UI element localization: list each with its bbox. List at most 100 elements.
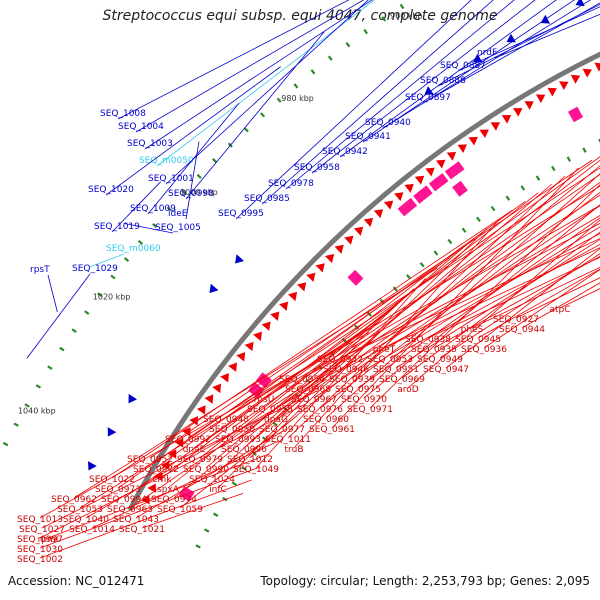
feature-segment	[583, 82, 598, 90]
feature-segment	[531, 111, 546, 120]
scale-tick	[399, 3, 405, 10]
reverse-gene-arrow	[457, 144, 467, 154]
reverse-gene-label: SEQ_1021	[119, 525, 165, 535]
reverse-gene-arrow	[394, 192, 404, 202]
feature-segment	[444, 161, 465, 180]
scale-tick	[381, 16, 387, 22]
reverse-gene-arrow	[212, 383, 222, 394]
reverse-gene-label: SEQ_1022	[89, 475, 135, 485]
reverse-gene-label: SEQ_0960	[303, 415, 349, 425]
reverse-gene-arrow	[363, 217, 374, 227]
forward-gene-label: SEQ_0985	[244, 194, 290, 204]
scale-tick	[123, 257, 130, 262]
reverse-gene-label: SEQ_0951	[373, 365, 419, 375]
reverse-gene-arrow	[479, 129, 489, 139]
scale-tick	[110, 274, 116, 280]
reverse-gene-label: SEQ_1013	[17, 515, 63, 525]
accession-text: Accession: NC_012471	[8, 574, 145, 588]
feature-segment	[446, 193, 454, 199]
reverse-gene-label: dnaG	[264, 415, 288, 425]
gene-leader-line	[26, 273, 91, 359]
reverse-gene-label: SEQ_1043	[113, 515, 159, 525]
reverse-gene-arrow	[468, 136, 478, 146]
reverse-gene-label: SEQ_0992	[165, 435, 211, 445]
gene-leader-line	[185, 141, 200, 220]
feature-segment	[276, 357, 283, 365]
reverse-gene-arrow	[490, 122, 500, 131]
scale-tick	[212, 158, 218, 164]
gene-leader-line	[471, 266, 600, 329]
reverse-gene-arrow	[288, 291, 298, 302]
scale-tick	[461, 227, 467, 233]
feature-segment	[507, 150, 516, 156]
scale-tick	[406, 274, 412, 280]
scale-tick	[35, 384, 42, 389]
feature-segment	[317, 310, 324, 318]
gene-leader-line	[433, 255, 600, 349]
reverse-gene-label: SEQ_0953	[367, 355, 413, 365]
scale-tick	[195, 544, 201, 549]
reverse-gene-label: SEQ_0967	[291, 395, 337, 405]
forward-gene-arrow	[209, 283, 219, 294]
reverse-gene-label: SEQ_0961	[309, 425, 355, 435]
reverse-gene-arrow	[324, 253, 335, 264]
reverse-gene-label: SEQ_0971	[347, 405, 393, 415]
feature-segment	[398, 232, 406, 239]
scale-tick	[260, 112, 266, 118]
forward-gene-arrow	[87, 461, 97, 471]
gene-leader-line	[437, 3, 600, 87]
forward-gene-label: SEQ_0995	[218, 209, 264, 219]
reverse-gene-label: rpmI	[38, 535, 59, 545]
reverse-gene-arrow	[189, 416, 199, 426]
scale-tick	[152, 223, 158, 228]
feature-segment	[413, 185, 433, 204]
gene-leader-line	[205, 237, 475, 469]
feature-segment	[549, 124, 558, 129]
gene-leader-line	[39, 466, 261, 549]
gene-leader-line	[311, 0, 536, 174]
scale-tick	[47, 365, 53, 370]
reverse-gene-label: SEQ_1053	[57, 505, 103, 515]
feature-segment	[464, 154, 478, 164]
gene-leader-line	[235, 0, 472, 220]
reverse-gene-arrow	[373, 209, 384, 219]
scale-tick	[241, 466, 247, 471]
feature-segment	[361, 266, 369, 273]
gene-leader-line	[325, 173, 600, 419]
feature-segment	[593, 100, 600, 105]
gene-leader-line	[439, 253, 600, 359]
gene-leader-line	[79, 320, 381, 509]
scale-tick	[212, 512, 219, 517]
reverse-gene-label: SEQ_1040	[63, 515, 109, 525]
reverse-gene-label: SEQ_1002	[17, 555, 63, 565]
reverse-gene-label: SEQ_0977	[259, 425, 305, 435]
forward-gene-arrow	[473, 53, 483, 63]
gene-leader-line	[129, 366, 338, 509]
reverse-gene-label: SEQ_0946	[323, 365, 369, 375]
reverse-gene-arrow	[535, 94, 546, 104]
forward-gene-labels: nrdFSEQ_0887SEQ_0888SEQ_0897SEQ_0940SEQ_…	[26, 0, 600, 359]
feature-segment	[397, 197, 418, 217]
forward-gene-label: SEQ_1008	[100, 109, 146, 119]
gene-leader-line	[243, 183, 552, 449]
forward-gene-label: SEQ_0978	[268, 179, 314, 189]
gene-leader-line	[39, 332, 370, 519]
forward-gene-label: SEQ_1001	[148, 174, 194, 184]
scale-tick	[345, 42, 351, 48]
reverse-gene-label: SEQ_0952	[127, 455, 173, 465]
scale-tick	[204, 528, 210, 533]
feature-segment	[560, 118, 569, 123]
reverse-gene-arrow	[383, 200, 394, 210]
reverse-gene-label: SEQ_0938	[405, 335, 451, 345]
feature-segment	[466, 178, 475, 184]
map-title: Streptococcus equi subsp. equi 4047, com…	[102, 8, 498, 24]
forward-gene-label: SEQ_1004	[118, 122, 164, 132]
scale-tick	[59, 346, 65, 352]
forward-gene-arrow	[424, 86, 434, 95]
feature-segment	[436, 201, 444, 208]
gene-leader-line	[255, 277, 426, 469]
genome-summary-text: Topology: circular; Length: 2,253,793 bp…	[260, 574, 590, 588]
scale-tick	[24, 403, 30, 408]
gene-leader-line	[187, 167, 600, 439]
gene-leader-line	[357, 217, 600, 389]
